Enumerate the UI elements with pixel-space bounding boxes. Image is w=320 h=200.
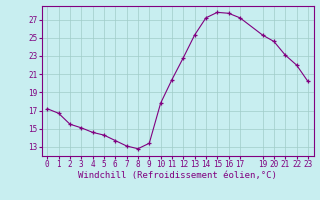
X-axis label: Windchill (Refroidissement éolien,°C): Windchill (Refroidissement éolien,°C) [78,171,277,180]
